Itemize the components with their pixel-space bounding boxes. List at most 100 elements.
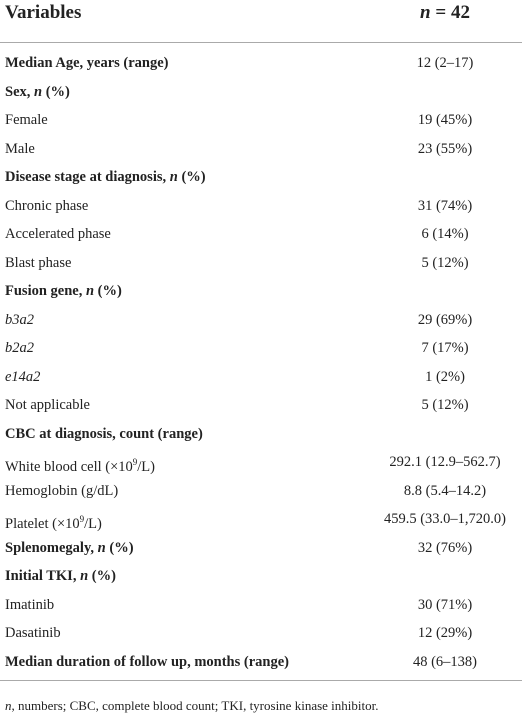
text-part: Disease stage at diagnosis, [5, 169, 170, 185]
text-part: Imatinib [5, 596, 55, 613]
text-part: 12 (29%) [417, 625, 473, 641]
text-part: Dasatinib [5, 625, 61, 641]
row-value: 32 (76%) [355, 534, 522, 562]
row-label: Imatinib [5, 591, 54, 619]
row-label: Chronic phase [5, 192, 88, 220]
text-part: Fusion gene, [5, 283, 86, 299]
row-label: Disease stage at diagnosis, n (%) [5, 163, 206, 191]
row-label: Median Age, years (range) [5, 49, 169, 77]
row-value: 19 (45%) [355, 106, 522, 134]
row-label: Female [5, 106, 48, 134]
text-part: n [169, 169, 178, 185]
text-part: 12 (2–17) [416, 55, 474, 71]
row-value: 30 (71%) [355, 591, 522, 619]
row-label: Blast phase [5, 249, 71, 277]
footnote: n, numbers; CBC, complete blood count; T… [5, 692, 378, 720]
row-value: 12 (2–17) [355, 49, 522, 77]
row-value: 48 (6–138) [355, 648, 522, 676]
text-part: Female [5, 112, 48, 128]
text-part: Chronic phase [5, 197, 89, 214]
text-part: 8.8 (5.4–14.2) [403, 482, 487, 499]
row-label: Sex, n (%) [5, 78, 70, 106]
header-n: n = 42 [355, 0, 522, 26]
text-part: n [5, 698, 12, 713]
row-label: Not applicable [5, 391, 90, 419]
text-part: Median Age, years (range) [5, 55, 169, 71]
text-part: Platelet (×10 [5, 515, 80, 532]
text-part: n [34, 83, 43, 100]
text-part: (%) [177, 169, 206, 185]
text-part: Not applicable [5, 397, 90, 413]
text-part: Accelerated phase [5, 226, 111, 242]
text-part: Splenomegaly, [5, 539, 98, 556]
text-part: = 42 [430, 2, 470, 23]
row-value: 23 (55%) [355, 135, 522, 163]
text-part: /L) [84, 515, 102, 532]
text-part: 292.1 (12.9–562.7) [389, 454, 501, 470]
text-part: 23 (55%) [417, 140, 473, 157]
text-part: b2a2 [5, 340, 34, 356]
text-part: 29 (69%) [417, 311, 473, 328]
text-part: /L) [137, 458, 155, 475]
text-part: White blood cell (×10 [5, 458, 133, 475]
row-value: 459.5 (33.0–1,720.0) [355, 505, 522, 533]
text-part: 48 (6–138) [412, 653, 478, 670]
text-part: n [80, 568, 89, 584]
row-label: CBC at diagnosis, count (range) [5, 420, 203, 448]
row-label: e14a2 [5, 363, 40, 391]
text-part: n [420, 2, 431, 23]
row-label: Male [5, 135, 35, 163]
text-part: 19 (45%) [417, 112, 473, 128]
row-value: 12 (29%) [355, 619, 522, 647]
text-part: Initial TKI, [5, 568, 81, 584]
bottom-rule [0, 680, 522, 681]
row-value: 292.1 (12.9–562.7) [355, 448, 522, 476]
row-label: Dasatinib [5, 619, 61, 647]
row-label: Initial TKI, n (%) [5, 562, 116, 590]
row-label: Fusion gene, n (%) [5, 277, 122, 305]
row-label: White blood cell (×109/L) [5, 448, 155, 481]
text-part: Hemoglobin (g/dL) [5, 482, 119, 499]
text-part: (%) [105, 539, 134, 556]
row-value: 5 (12%) [355, 249, 522, 277]
row-value: 8.8 (5.4–14.2) [355, 477, 522, 505]
text-part: 30 (71%) [417, 596, 473, 613]
row-label: b3a2 [5, 306, 34, 334]
text-part: 32 (76%) [417, 539, 473, 556]
text-part: 5 (12%) [421, 254, 469, 271]
row-value: 5 (12%) [355, 391, 522, 419]
row-value: 29 (69%) [355, 306, 522, 334]
row-value: 31 (74%) [355, 192, 522, 220]
text-part: , numbers; CBC, complete blood count; TK… [11, 698, 379, 713]
row-label: b2a2 [5, 334, 34, 362]
text-part: 1 (2%) [425, 368, 465, 385]
text-part: Male [5, 140, 35, 157]
row-label: Accelerated phase [5, 220, 111, 248]
text-part: 7 (17%) [421, 340, 469, 356]
row-label: Splenomegaly, n (%) [5, 534, 134, 562]
text-part: (%) [94, 283, 122, 299]
row-value: 6 (14%) [355, 220, 522, 248]
row-value: 7 (17%) [355, 334, 522, 362]
row-value: 1 (2%) [355, 363, 522, 391]
text-part: Median duration of follow up, months (ra… [5, 653, 289, 670]
text-part: (%) [88, 568, 116, 584]
text-part: 6 (14%) [421, 226, 469, 242]
text-part: b3a2 [5, 311, 34, 328]
header-variables: Variables [5, 2, 82, 23]
text-part: 459.5 (33.0–1,720.0) [383, 511, 507, 527]
text-part: Blast phase [5, 254, 72, 271]
text-part: (%) [42, 83, 70, 100]
text-part: 31 (74%) [417, 197, 473, 214]
text-part: 9 [79, 514, 85, 524]
text-part: Sex, [5, 83, 34, 100]
row-label: Platelet (×109/L) [5, 505, 102, 538]
header-rule [0, 42, 522, 43]
text-part: n [85, 283, 95, 299]
text-part: e14a2 [5, 368, 41, 385]
text-part: n [97, 539, 106, 556]
row-label: Median duration of follow up, months (ra… [5, 648, 289, 676]
row-label: Hemoglobin (g/dL) [5, 477, 118, 505]
text-part: CBC at diagnosis, count (range) [5, 425, 203, 442]
